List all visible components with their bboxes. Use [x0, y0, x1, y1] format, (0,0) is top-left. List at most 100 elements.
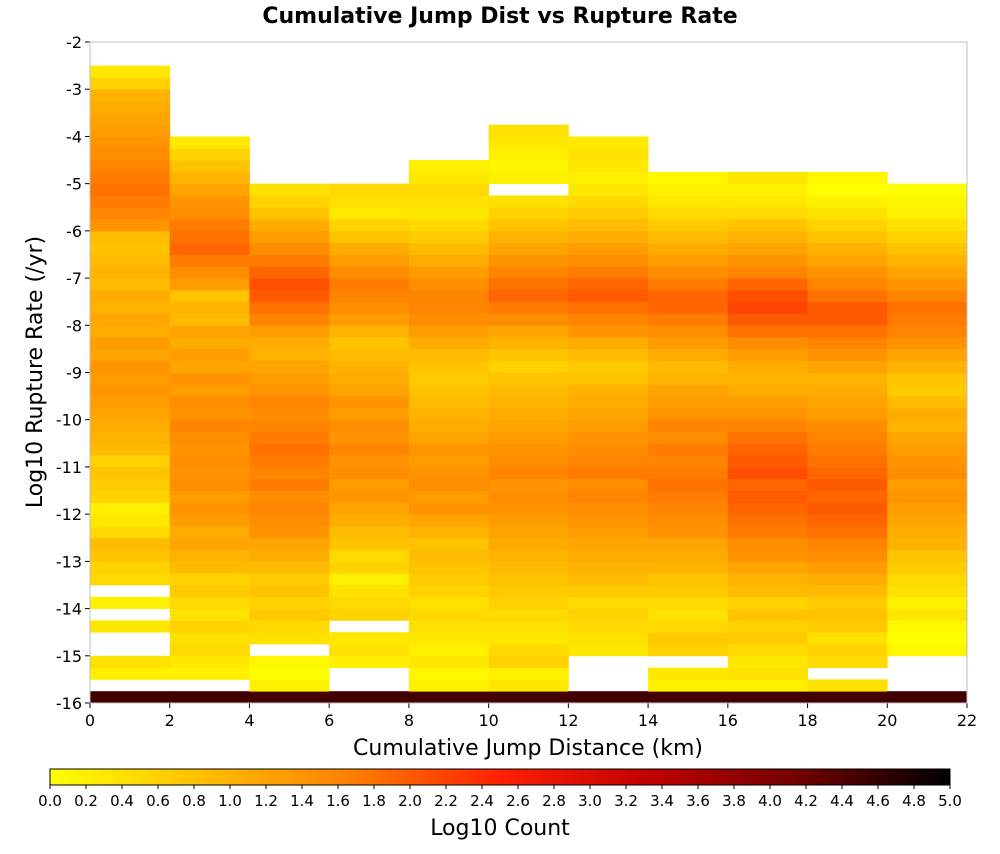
heatmap-cell [807, 278, 888, 291]
heatmap-cell [568, 207, 649, 220]
heatmap-cell [169, 667, 250, 680]
heatmap-cell [249, 372, 330, 385]
heatmap-cell [408, 584, 490, 598]
heatmap-cell [488, 219, 569, 232]
heatmap-cell [807, 691, 888, 704]
heatmap-cell [488, 620, 569, 633]
heatmap-cell [408, 549, 490, 562]
colorbar-tick-label: 4.0 [758, 792, 782, 810]
heatmap-cell [90, 443, 171, 456]
heatmap-cell [727, 455, 808, 468]
heatmap-cell [169, 561, 250, 574]
heatmap-cell [568, 148, 649, 161]
heatmap-cell [727, 242, 808, 255]
heatmap-cell [408, 301, 490, 314]
heatmap-cell [488, 525, 569, 539]
colorbar-label: Log10 Count [430, 816, 570, 841]
heatmap-cell [90, 384, 171, 397]
heatmap-cell [329, 691, 410, 704]
heatmap-cell [727, 655, 808, 668]
heatmap-cell [90, 537, 171, 550]
heatmap-cell [807, 632, 888, 645]
heatmap-cell [488, 466, 569, 480]
heatmap-cell [648, 632, 729, 645]
heatmap-cell [169, 254, 250, 267]
heatmap-cell [408, 337, 490, 350]
heatmap-cells [90, 65, 968, 704]
heatmap-cell [887, 384, 968, 397]
heatmap-cell [648, 278, 729, 291]
heatmap-cell [807, 502, 888, 515]
heatmap-cell [90, 254, 171, 267]
heatmap-cell [648, 431, 729, 444]
chart-title: Cumulative Jump Dist vs Rupture Rate [262, 4, 737, 29]
heatmap-cell [568, 525, 649, 539]
y-tick-label: -7 [66, 269, 82, 288]
heatmap-cell [408, 655, 490, 668]
heatmap-cell [329, 584, 410, 598]
heatmap-cell [727, 514, 808, 527]
heatmap-cell [807, 490, 888, 503]
heatmap-cell [169, 396, 250, 409]
heatmap-cell [488, 478, 569, 491]
heatmap-cell [568, 396, 649, 409]
heatmap-cell [648, 561, 729, 574]
heatmap-cell [727, 254, 808, 267]
heatmap-cell [887, 289, 968, 303]
heatmap-cell [807, 514, 888, 527]
heatmap-cell [408, 643, 490, 657]
heatmap-cell [90, 691, 171, 704]
heatmap-cell [488, 667, 569, 680]
heatmap-cell [408, 620, 490, 633]
heatmap-cell [488, 278, 569, 291]
heatmap-cell [488, 301, 569, 314]
x-tick-label: 16 [718, 711, 738, 730]
heatmap-cell [90, 160, 171, 173]
heatmap-cell [249, 266, 330, 279]
y-tick-label: -4 [66, 127, 82, 146]
heatmap-cell [329, 254, 410, 267]
heatmap-cell [568, 514, 649, 527]
heatmap-cell [408, 254, 490, 267]
heatmap-cell [249, 278, 330, 291]
heatmap-cell [408, 490, 490, 503]
heatmap-cell [249, 537, 330, 550]
heatmap-cell [488, 171, 569, 185]
heatmap-cell [727, 608, 808, 621]
heatmap-cell [90, 407, 171, 421]
heatmap-cell [887, 348, 968, 362]
heatmap-cell [807, 325, 888, 338]
heatmap-cell [408, 195, 490, 208]
y-tick-label: -11 [56, 458, 82, 477]
heatmap-cell [648, 525, 729, 539]
heatmap-cell [90, 242, 171, 255]
heatmap-cell [408, 171, 490, 185]
heatmap-cell [249, 466, 330, 480]
heatmap-cell [887, 490, 968, 503]
heatmap-cell [648, 573, 729, 586]
heatmap-cell [727, 289, 808, 303]
heatmap-cell [488, 490, 569, 503]
heatmap-cell [807, 466, 888, 480]
heatmap-cell [90, 112, 171, 126]
heatmap-cell [807, 254, 888, 267]
heatmap-cell [727, 278, 808, 291]
heatmap-cell [169, 525, 250, 539]
heatmap-cell [408, 242, 490, 255]
heatmap-cell [807, 242, 888, 255]
heatmap-cell [568, 384, 649, 397]
heatmap-cell [408, 596, 490, 609]
heatmap-cell [807, 573, 888, 586]
heatmap-cell [727, 691, 808, 704]
heatmap-cell [329, 443, 410, 456]
heatmap-cell [90, 301, 171, 314]
heatmap-cell [169, 573, 250, 586]
heatmap-cell [90, 620, 171, 633]
heatmap-cell [807, 407, 888, 421]
heatmap-cell [488, 502, 569, 515]
heatmap-cell [408, 691, 490, 704]
colorbar-ticks: 0.0 0.2 0.4 0.6 0.8 1.0 1.2 1.4 1.6 1.8 2.0 2.2 2.4 2… [38, 785, 962, 810]
heatmap-cell [568, 195, 649, 208]
heatmap-cell [887, 632, 968, 645]
colorbar-tick-label: 2.4 [470, 792, 494, 810]
